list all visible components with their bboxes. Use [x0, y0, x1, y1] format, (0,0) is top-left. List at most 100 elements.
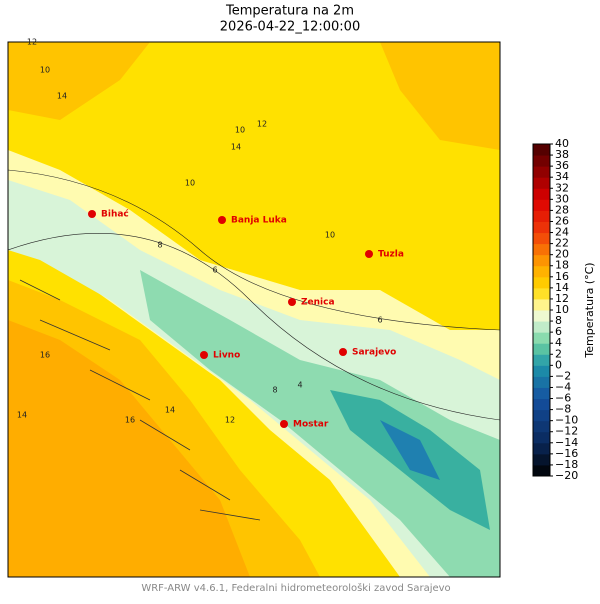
- colorbar-segment: [533, 332, 550, 344]
- contour-label: 8: [272, 386, 277, 395]
- colorbar-tick-label: 38: [555, 148, 569, 161]
- colorbar-segment: [533, 166, 550, 178]
- city-label: Zenica: [301, 298, 335, 308]
- contour-label: 16: [40, 351, 50, 360]
- colorbar-segment: [533, 232, 550, 245]
- contour-label: 10: [40, 66, 50, 75]
- map-frame: [7, 41, 501, 578]
- colorbar-tick-label: 16: [555, 270, 569, 283]
- colorbar-segment: [533, 254, 550, 267]
- colorbar-tick-label: 30: [555, 192, 569, 205]
- city-label: Tuzla: [378, 250, 404, 260]
- colorbar-tick-label: 2: [555, 347, 562, 360]
- contour-label: 8: [157, 241, 162, 250]
- colorbar-tick-label: 0: [555, 358, 562, 371]
- contour-label: 6: [212, 266, 217, 275]
- colorbar-segment: [533, 431, 550, 444]
- contour-label: 6: [377, 316, 382, 325]
- colorbar-tick-label: −16: [555, 447, 578, 460]
- colorbar-segment: [533, 298, 550, 311]
- colorbar-tick-label: −8: [555, 403, 571, 416]
- city-label: Bihać: [101, 209, 129, 220]
- contour-label: 14: [17, 411, 27, 420]
- colorbar-segment: [533, 442, 550, 455]
- city-marker: [88, 210, 96, 218]
- colorbar-tick-label: 28: [555, 203, 569, 216]
- city-label: Mostar: [293, 420, 329, 430]
- colorbar-tick-label: 32: [555, 181, 569, 194]
- city-marker: [365, 250, 373, 258]
- warm-area: [380, 42, 500, 150]
- footer: WRF-ARW v4.6.1, Federalni hidrometeorolo…: [141, 582, 450, 594]
- contour-label: 14: [231, 143, 241, 152]
- contour-label: 12: [27, 38, 37, 47]
- colorbar-segment: [533, 343, 550, 355]
- colorbar-tick-label: 4: [555, 336, 562, 349]
- contour: [8, 169, 500, 331]
- contour-label: 10: [325, 231, 335, 240]
- colorbar-segment: [533, 221, 550, 234]
- colorbar-tick-label: 24: [555, 226, 569, 239]
- colorbar-segment: [533, 177, 550, 189]
- colorbar-tick-label: −12: [555, 425, 578, 438]
- colorbar-segment: [533, 453, 550, 466]
- colorbar: −20−18−16−14−12−10−8−6−4−202468101214161…: [532, 137, 578, 482]
- colorbar-frame: [532, 143, 551, 477]
- contour-label: 10: [235, 126, 245, 135]
- colorbar-tick-label: 8: [555, 314, 562, 327]
- colorbar-segment: [533, 210, 550, 222]
- colorbar-tick-label: −6: [555, 392, 571, 405]
- colorbar-segment: [533, 376, 550, 388]
- contour-label: 12: [257, 120, 267, 129]
- cold-area: [140, 270, 500, 577]
- coastline: [19, 279, 261, 521]
- colorbar-tick-label: 34: [555, 170, 569, 183]
- map: [7, 41, 501, 578]
- colorbar-tick-label: −18: [555, 458, 578, 471]
- colorbar-segment: [533, 265, 550, 278]
- city-marker: [218, 216, 226, 224]
- colorbar-segment: [533, 420, 550, 433]
- colorbar-tick-label: 12: [555, 292, 569, 305]
- colorbar-tick-label: 20: [555, 248, 569, 261]
- colorbar-tick-label: −4: [555, 380, 571, 393]
- city-marker: [200, 351, 208, 359]
- colorbar-tick-label: 14: [555, 281, 569, 294]
- colorbar-segment: [533, 243, 550, 256]
- city-label: Livno: [213, 351, 240, 361]
- colorbar-segment: [533, 398, 550, 411]
- colorbar-tick-label: 26: [555, 214, 569, 227]
- city-marker: [288, 298, 296, 306]
- colorbar-tick-label: 10: [555, 303, 569, 316]
- colorbar-tick-label: −20: [555, 469, 578, 482]
- colorbar-tick-label: −14: [555, 436, 578, 449]
- cold-area: [380, 420, 440, 480]
- colorbar-tick-label: 40: [555, 137, 569, 150]
- warm-area: [8, 42, 150, 120]
- contour-label: 14: [57, 92, 67, 101]
- title: Temperatura na 2m: [225, 4, 354, 19]
- contour-label: 10: [185, 179, 195, 188]
- city-marker: [339, 348, 347, 356]
- colorbar-tick-label: 18: [555, 259, 569, 272]
- colorbar-segment: [533, 155, 550, 167]
- contour-label: 16: [125, 416, 135, 425]
- contour-label: 12: [225, 416, 235, 425]
- colorbar-label: Temperatura (°C): [583, 262, 596, 358]
- colorbar-tick-label: 22: [555, 237, 569, 250]
- colorbar-segment: [533, 199, 550, 211]
- city-label: Banja Luka: [231, 216, 287, 226]
- colorbar-segment: [533, 354, 550, 366]
- subtitle: 2026-04-22_12:00:00: [220, 20, 360, 35]
- colorbar-segment: [533, 276, 550, 289]
- colorbar-tick-label: 36: [555, 159, 569, 172]
- contour-label: 14: [165, 406, 175, 415]
- contour-label: 4: [297, 381, 302, 390]
- warm-area: [8, 320, 250, 577]
- colorbar-tick-label: −2: [555, 369, 571, 382]
- colorbar-tick-label: −10: [555, 414, 578, 427]
- colorbar-segment: [533, 144, 550, 156]
- colorbar-segment: [533, 409, 550, 422]
- colorbar-segment: [533, 188, 550, 200]
